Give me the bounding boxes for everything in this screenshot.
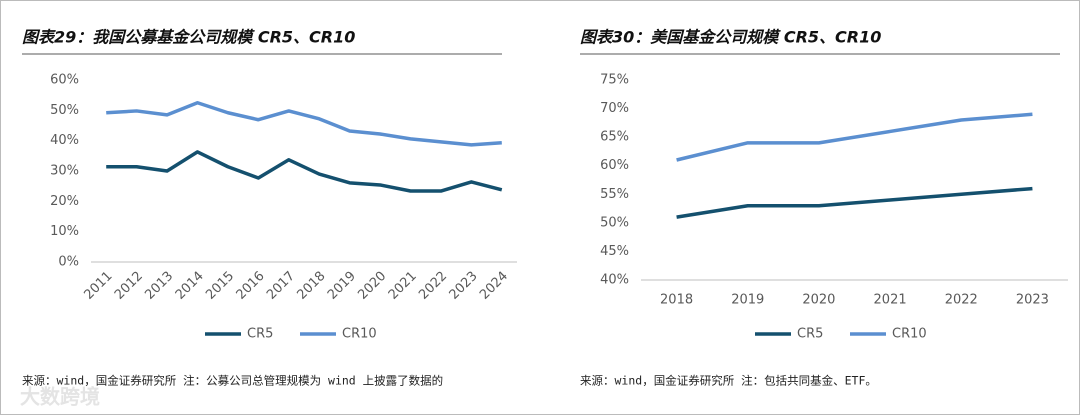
y-tick-label: 75% [600, 73, 629, 88]
legend-label: CR10 [342, 327, 377, 342]
x-tick-label: 2023 [1016, 293, 1049, 308]
y-tick-label: 50% [50, 103, 79, 118]
y-tick-label: 40% [50, 133, 79, 148]
series-line [106, 150, 503, 193]
legend-label: CR5 [797, 327, 823, 342]
x-tick-label: 2022 [945, 293, 978, 308]
series-line [676, 112, 1033, 162]
watermark: 大数跨境 [20, 385, 100, 409]
y-tick-label: 70% [600, 101, 629, 116]
y-tick-label: 40% [600, 273, 629, 288]
source-note: 来源：wind，国金证券研究所 注：公募公司总管理规模为 wind 上披露了数据… [22, 374, 443, 388]
y-tick-label: 55% [600, 187, 629, 202]
x-tick-label: 2018 [660, 293, 693, 308]
legend-label: CR5 [247, 327, 273, 342]
series-line [106, 101, 502, 147]
x-tick-label: 2019 [731, 293, 764, 308]
y-tick-label: 10% [50, 224, 79, 239]
x-tick-label: 2021 [874, 293, 907, 308]
source-note: 来源：wind，国金证券研究所 注：包括共同基金、ETF。 [580, 374, 877, 388]
legend-label: CR10 [892, 327, 927, 342]
chart-title: 图表30：美国基金公司规模 CR5、CR10 [580, 28, 881, 47]
chart-title: 图表29：我国公募基金公司规模 CR5、CR10 [22, 28, 355, 47]
y-tick-label: 0% [58, 255, 79, 270]
y-tick-label: 45% [600, 244, 629, 259]
series-line [676, 186, 1033, 219]
y-tick-label: 65% [600, 130, 629, 145]
y-tick-label: 30% [50, 164, 79, 179]
y-tick-label: 20% [50, 194, 79, 209]
y-tick-label: 60% [50, 73, 79, 88]
x-tick-label: 2020 [802, 293, 835, 308]
y-tick-label: 50% [600, 215, 629, 230]
y-tick-label: 60% [600, 158, 629, 173]
